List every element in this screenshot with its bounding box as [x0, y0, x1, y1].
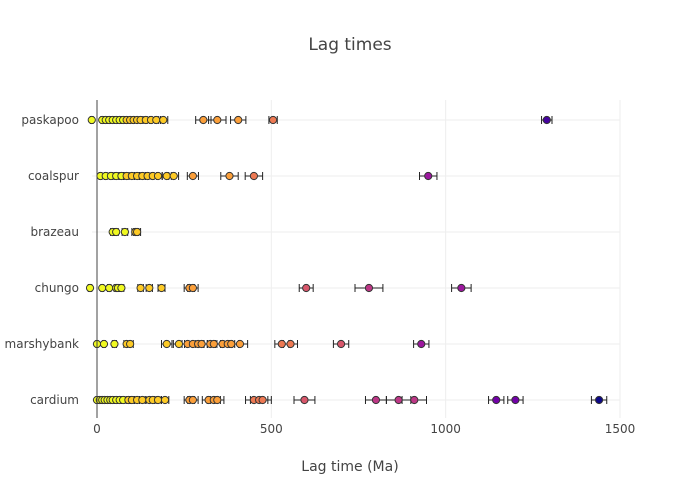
- data-point[interactable]: [249, 171, 258, 181]
- data-point[interactable]: [258, 395, 267, 405]
- data-point[interactable]: [153, 171, 163, 181]
- data-point[interactable]: [159, 115, 168, 125]
- data-point[interactable]: [213, 115, 222, 125]
- data-point[interactable]: [120, 227, 129, 237]
- data-point[interactable]: [197, 339, 206, 349]
- data-point[interactable]: [98, 283, 107, 293]
- data-point[interactable]: [188, 283, 197, 293]
- y-category-label: brazeau: [30, 225, 79, 239]
- data-point[interactable]: [138, 395, 147, 405]
- x-tick-label: 1500: [605, 422, 636, 436]
- data-point[interactable]: [174, 339, 184, 349]
- data-point[interactable]: [417, 339, 426, 349]
- data-point[interactable]: [424, 171, 433, 181]
- data-point[interactable]: [162, 171, 171, 181]
- data-point[interactable]: [188, 171, 197, 181]
- series-brazeau: [108, 227, 142, 237]
- data-point[interactable]: [225, 171, 234, 181]
- chart-title: Lag times: [308, 35, 391, 55]
- series-marshybank: [92, 339, 430, 349]
- data-point[interactable]: [492, 395, 501, 405]
- x-tick-label: 1000: [430, 422, 461, 436]
- x-tick-label: 0: [93, 422, 101, 436]
- data-point[interactable]: [542, 115, 551, 125]
- x-tick-label: 500: [260, 422, 283, 436]
- data-point[interactable]: [410, 395, 419, 405]
- series-chungo: [85, 283, 472, 293]
- data-point[interactable]: [157, 283, 166, 293]
- data-point[interactable]: [99, 339, 109, 349]
- series-paskapoo: [87, 115, 553, 125]
- data-point[interactable]: [511, 395, 520, 405]
- data-point[interactable]: [302, 283, 311, 293]
- data-point[interactable]: [110, 339, 119, 349]
- data-point[interactable]: [112, 227, 121, 237]
- data-point[interactable]: [209, 339, 218, 349]
- data-point[interactable]: [371, 395, 381, 405]
- data-point[interactable]: [457, 283, 466, 293]
- data-point[interactable]: [277, 339, 286, 349]
- data-point[interactable]: [145, 283, 154, 293]
- data-point[interactable]: [136, 283, 145, 293]
- series-coalspur: [96, 171, 438, 181]
- data-point[interactable]: [87, 115, 96, 125]
- data-point[interactable]: [364, 283, 374, 293]
- data-point[interactable]: [213, 395, 222, 405]
- data-point[interactable]: [394, 395, 403, 405]
- data-point[interactable]: [152, 115, 161, 125]
- data-point[interactable]: [126, 339, 135, 349]
- data-point[interactable]: [227, 339, 236, 349]
- data-point[interactable]: [117, 283, 126, 293]
- data-point[interactable]: [169, 171, 178, 181]
- plot-area: [85, 115, 608, 405]
- y-category-label: coalspur: [28, 169, 79, 183]
- data-point[interactable]: [286, 339, 295, 349]
- y-category-label: cardium: [30, 393, 79, 407]
- data-point[interactable]: [235, 339, 245, 349]
- data-point[interactable]: [153, 395, 163, 405]
- data-point[interactable]: [300, 395, 309, 405]
- y-category-label: paskapoo: [21, 113, 79, 127]
- data-point[interactable]: [105, 283, 114, 293]
- series-cardium: [92, 395, 608, 405]
- data-point[interactable]: [162, 339, 171, 349]
- data-point[interactable]: [336, 339, 346, 349]
- axes: 0 500 1000 1500 cardium marshybank chungo braze…: [5, 100, 636, 436]
- data-point[interactable]: [594, 395, 604, 405]
- x-axis-label: Lag time (Ma): [301, 459, 398, 475]
- data-point[interactable]: [188, 395, 197, 405]
- y-category-label: chungo: [35, 281, 79, 295]
- data-point[interactable]: [268, 115, 278, 125]
- data-point[interactable]: [234, 115, 243, 125]
- data-point[interactable]: [85, 283, 95, 293]
- data-point[interactable]: [199, 115, 208, 125]
- y-category-label: marshybank: [5, 337, 80, 351]
- data-point[interactable]: [160, 395, 170, 405]
- grid-layer: [92, 100, 621, 418]
- data-point[interactable]: [132, 227, 142, 237]
